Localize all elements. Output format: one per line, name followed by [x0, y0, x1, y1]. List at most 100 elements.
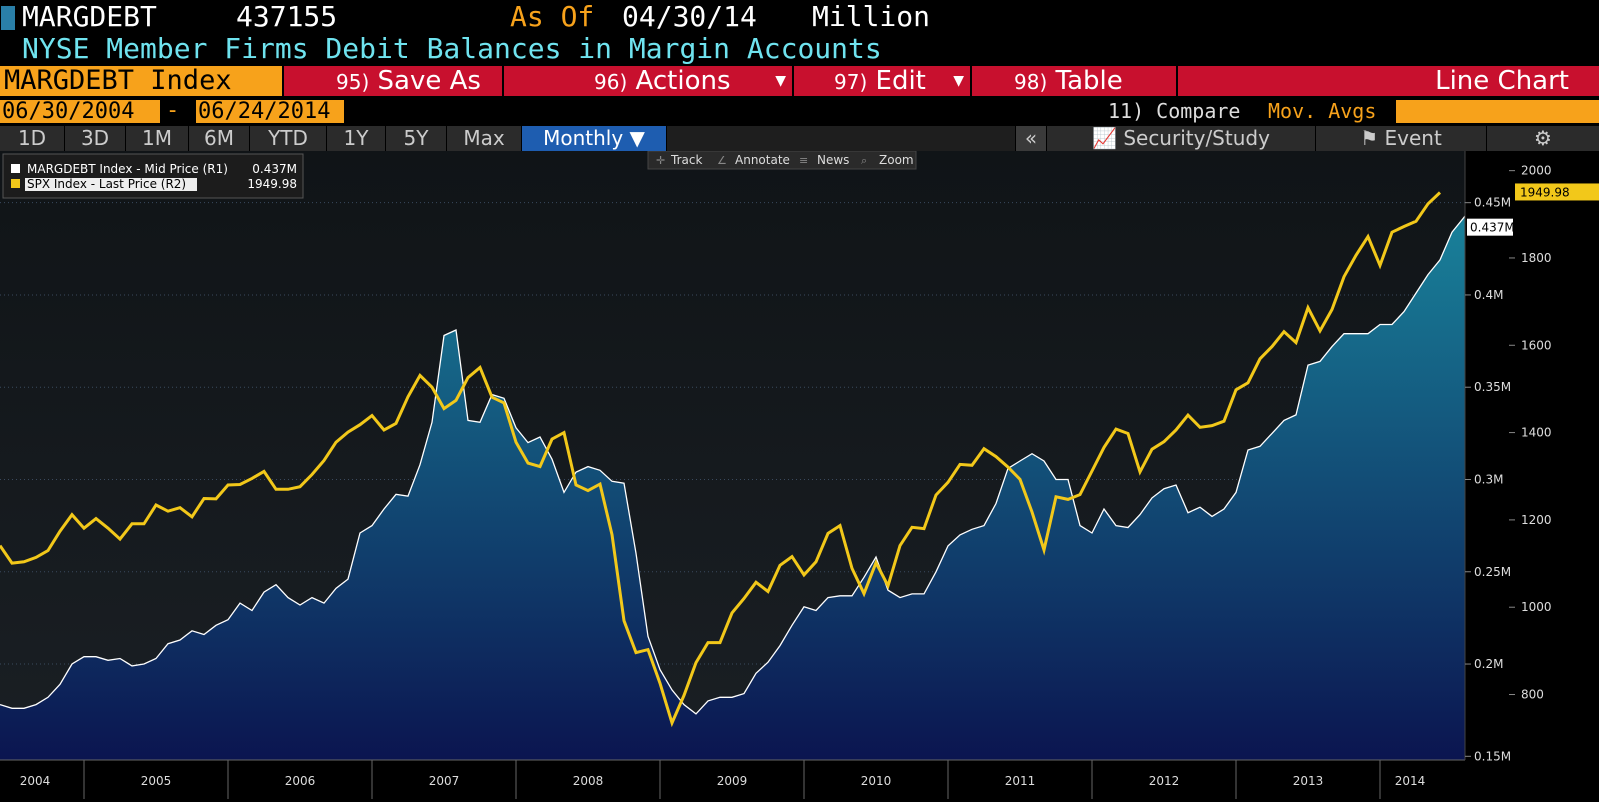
flag-icon: ⚑: [1360, 126, 1379, 150]
legend-value-margdebt: 0.437M: [252, 162, 297, 176]
margin-debt-line: [0, 171, 1513, 715]
track-label: Track: [670, 153, 702, 167]
news-button[interactable]: ≡ News: [799, 153, 849, 167]
edit-button[interactable]: 97) Edit ▼: [794, 66, 970, 96]
tab-5y-label: 5Y: [403, 126, 429, 150]
actions-button[interactable]: 96) Actions ▼: [504, 66, 792, 96]
margin-debt-area: [0, 173, 1512, 761]
x-axis-background: [0, 760, 1465, 802]
legend-swatch-spx: [11, 179, 20, 188]
y-tick-label-r1: 0.4M: [1474, 288, 1503, 302]
event-button[interactable]: ⚑ Event: [1316, 126, 1487, 151]
search-icon: ⌕: [861, 154, 867, 167]
y-tick-label-r1: 0.45M: [1474, 196, 1511, 210]
pencil-icon: ∠: [717, 154, 727, 167]
y-tick-label-r1: 0.3M: [1474, 472, 1503, 486]
x-tick-label: 2005: [141, 774, 172, 788]
security-header: MARGDEBT 437155 As Of 04/30/14 Million: [0, 0, 1599, 34]
range-tabs: 1D 3D 1M 6M YTD 1Y 5Y Max Monthly ▼ « 📈 …: [0, 126, 1599, 151]
x-axis: 2004 2005 2006 2007 2008 2009 2010 2011 2012 2013…: [0, 759, 1465, 802]
mov-avgs-text: Mov. Avgs: [1268, 99, 1377, 123]
tab-ytd-label: YTD: [268, 126, 308, 150]
x-tick-label: 2009: [717, 774, 748, 788]
index-label[interactable]: MARGDEBT Index: [0, 66, 282, 96]
security-color-swatch: [1, 6, 15, 30]
x-tick-label: 2008: [573, 774, 604, 788]
tab-max[interactable]: Max: [447, 126, 522, 151]
save-as-button[interactable]: 95) Save As: [284, 66, 502, 96]
news-label: News: [817, 153, 849, 167]
last-value-tag-margdebt: 0.437M: [1467, 218, 1515, 236]
last-value-tag-spx: 1949.98: [1515, 183, 1599, 201]
table-button[interactable]: 98) Table: [972, 66, 1176, 96]
edit-num: 97): [834, 70, 868, 94]
y-tick-label-r2: 2000: [1521, 164, 1552, 178]
unit-label: Million: [812, 0, 931, 33]
tab-1y[interactable]: 1Y: [327, 126, 386, 151]
collapse-button[interactable]: «: [1016, 126, 1047, 151]
tab-1m[interactable]: 1M: [126, 126, 189, 151]
line-chart: 2004 2005 2006 2007 2008 2009 2010 2011 2012 2013…: [0, 151, 1599, 802]
chart-tools: ✛ Track ∠ Annotate ≡ News ⌕ Zoom: [647, 151, 917, 170]
tab-1y-label: 1Y: [343, 126, 369, 150]
chart-line-icon: 📈: [1092, 126, 1117, 150]
x-tick-label: 2013: [1293, 774, 1324, 788]
security-description: NYSE Member Firms Debit Balances in Marg…: [0, 34, 1599, 64]
tab-6m[interactable]: 6M: [189, 126, 250, 151]
settings-button[interactable]: ⚙: [1487, 126, 1599, 151]
mov-avgs-field[interactable]: Mov. Avgs: [1264, 100, 1398, 123]
tab-ytd[interactable]: YTD: [250, 126, 327, 151]
compare-button[interactable]: 11) Compare: [1108, 98, 1240, 124]
security-study-button[interactable]: 📈 Security/Study: [1047, 126, 1316, 151]
start-date-field[interactable]: 06/30/2004: [0, 100, 160, 123]
start-date-text: 06/30/2004: [2, 99, 135, 124]
mov-avgs-input[interactable]: [1396, 100, 1599, 123]
edit-label: Edit: [875, 66, 926, 96]
last-value: 437155: [236, 0, 338, 33]
tab-5y[interactable]: 5Y: [386, 126, 447, 151]
annotate-button[interactable]: ∠ Annotate: [717, 153, 790, 167]
y-tick-label-r1: 0.2M: [1474, 657, 1503, 671]
security-study-label: Security/Study: [1123, 126, 1270, 150]
actions-label: Actions: [635, 66, 731, 96]
legend: MARGDEBT Index - Mid Price (R1) 0.437M S…: [2, 153, 304, 199]
margdebt-tag-box: [1467, 218, 1513, 236]
legend-value-spx: 1949.98: [247, 177, 297, 191]
zoom-label: Zoom: [879, 153, 914, 167]
tab-1d[interactable]: 1D: [0, 126, 65, 151]
legend-label-margdebt: MARGDEBT Index - Mid Price (R1): [27, 162, 228, 176]
spx-tag-text: 1949.98: [1520, 185, 1570, 199]
tab-3d[interactable]: 3D: [65, 126, 126, 151]
chart-type-label[interactable]: Line Chart: [1178, 66, 1599, 96]
legend-swatch-margdebt: [11, 164, 20, 173]
x-tick-label: 2007: [429, 774, 460, 788]
x-tick-label: 2011: [1005, 774, 1036, 788]
tab-3d-label: 3D: [80, 126, 110, 150]
period-dropdown[interactable]: Monthly ▼: [522, 126, 667, 151]
track-button[interactable]: ✛ Track: [656, 153, 702, 167]
chevron-down-icon: ▼: [775, 73, 786, 89]
zoom-button[interactable]: ⌕ Zoom: [861, 153, 914, 167]
legend-label-spx: SPX Index - Last Price (R2): [27, 177, 186, 191]
as-of-label: As Of: [510, 0, 595, 33]
y-tick-label-r2: 1400: [1521, 426, 1552, 440]
toolbar: MARGDEBT Index 95) Save As 96) Actions ▼…: [0, 66, 1599, 96]
margdebt-tag-text: 0.437M: [1470, 221, 1515, 235]
end-date-text: 06/24/2014: [198, 99, 331, 124]
actions-num: 96): [594, 70, 628, 94]
tab-6m-label: 6M: [204, 126, 234, 150]
y-tick-label-r2: 1600: [1521, 338, 1552, 352]
x-tick-label: 2006: [285, 774, 316, 788]
date-range-bar: 06/30/2004 - 06/24/2014 11) Compare Mov.…: [0, 98, 1599, 124]
x-tick-label: 2004: [20, 774, 51, 788]
spx-line: [0, 191, 1442, 728]
date-dash: -: [166, 98, 180, 123]
end-date-field[interactable]: 06/24/2014: [196, 100, 344, 123]
index-label-text: MARGDEBT Index: [4, 65, 232, 96]
y-tick-label-r2: 800: [1521, 688, 1544, 702]
chart-type-text: Line Chart: [1435, 66, 1569, 96]
period-label: Monthly ▼: [543, 126, 645, 150]
tab-1m-label: 1M: [142, 126, 172, 150]
table-num: 98): [1014, 70, 1048, 94]
legend-label-spx-highlight: [25, 178, 197, 191]
